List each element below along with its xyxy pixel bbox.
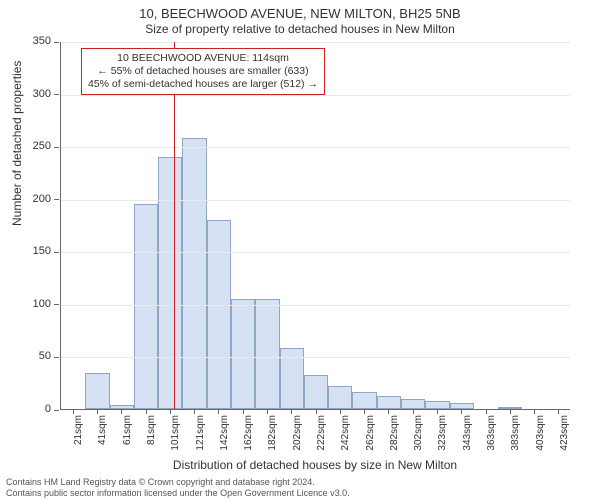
chart-container: 10, BEECHWOOD AVENUE, NEW MILTON, BH25 5… — [0, 0, 600, 500]
y-tick-label: 300 — [33, 88, 51, 100]
gridline — [61, 252, 570, 253]
histogram-bar — [401, 399, 425, 410]
x-tick-label: 101sqm — [170, 415, 181, 451]
title-line-2: Size of property relative to detached ho… — [0, 22, 600, 36]
gridline — [61, 305, 570, 306]
footer-line-2: Contains public sector information licen… — [6, 488, 350, 498]
histogram-bar — [134, 204, 158, 409]
histogram-bar — [231, 299, 255, 409]
gridline — [61, 42, 570, 43]
x-tick-label: 61sqm — [122, 415, 133, 445]
x-tick-label: 323sqm — [437, 415, 448, 451]
y-axis-label: Number of detached properties — [10, 61, 24, 226]
histogram-bar — [207, 220, 231, 409]
x-tick-label: 363sqm — [486, 415, 497, 451]
histogram-bar — [328, 386, 352, 409]
histogram-bar — [304, 375, 328, 409]
x-tick-label: 81sqm — [146, 415, 157, 445]
histogram-bar — [377, 396, 401, 409]
y-tick-label: 150 — [33, 245, 51, 257]
bars-layer — [61, 42, 570, 409]
x-tick-label: 121sqm — [195, 415, 206, 451]
y-tick-label: 50 — [39, 350, 51, 362]
x-tick-label: 182sqm — [267, 415, 278, 451]
x-tick-label: 162sqm — [243, 415, 254, 451]
x-tick-label: 423sqm — [559, 415, 570, 451]
x-tick-label: 302sqm — [413, 415, 424, 451]
x-tick-label: 282sqm — [389, 415, 400, 451]
histogram-bar — [255, 299, 279, 409]
y-tick-label: 200 — [33, 193, 51, 205]
property-marker-line — [174, 42, 175, 409]
histogram-bar — [85, 373, 109, 409]
gridline — [61, 147, 570, 148]
x-tick-label: 21sqm — [73, 415, 84, 445]
histogram-bar — [182, 138, 206, 409]
annotation-line: 10 BEECHWOOD AVENUE: 114sqm — [88, 52, 318, 65]
y-tick-label: 100 — [33, 298, 51, 310]
histogram-bar — [425, 401, 449, 409]
x-tick-label: 262sqm — [365, 415, 376, 451]
gridline — [61, 357, 570, 358]
x-tick-label: 222sqm — [316, 415, 327, 451]
x-tick-label: 383sqm — [510, 415, 521, 451]
y-tick-label: 0 — [45, 403, 51, 415]
x-tick-label: 242sqm — [340, 415, 351, 451]
histogram-bar — [158, 157, 182, 409]
x-axis-label: Distribution of detached houses by size … — [60, 458, 570, 472]
plot-area: 05010015020025030035021sqm41sqm61sqm81sq… — [60, 42, 570, 410]
footer-attribution: Contains HM Land Registry data © Crown c… — [6, 477, 350, 498]
footer-line-1: Contains HM Land Registry data © Crown c… — [6, 477, 350, 487]
annotation-box: 10 BEECHWOOD AVENUE: 114sqm← 55% of deta… — [81, 48, 325, 95]
annotation-line: 45% of semi-detached houses are larger (… — [88, 78, 318, 91]
x-tick-label: 202sqm — [292, 415, 303, 451]
histogram-bar — [352, 392, 376, 409]
x-tick-label: 403sqm — [535, 415, 546, 451]
x-tick-label: 142sqm — [219, 415, 230, 451]
y-tick-label: 250 — [33, 140, 51, 152]
x-tick-label: 343sqm — [462, 415, 473, 451]
gridline — [61, 200, 570, 201]
x-tick-label: 41sqm — [97, 415, 108, 445]
title-line-1: 10, BEECHWOOD AVENUE, NEW MILTON, BH25 5… — [0, 6, 600, 21]
annotation-line: ← 55% of detached houses are smaller (63… — [88, 65, 318, 78]
y-tick-label: 350 — [33, 35, 51, 47]
